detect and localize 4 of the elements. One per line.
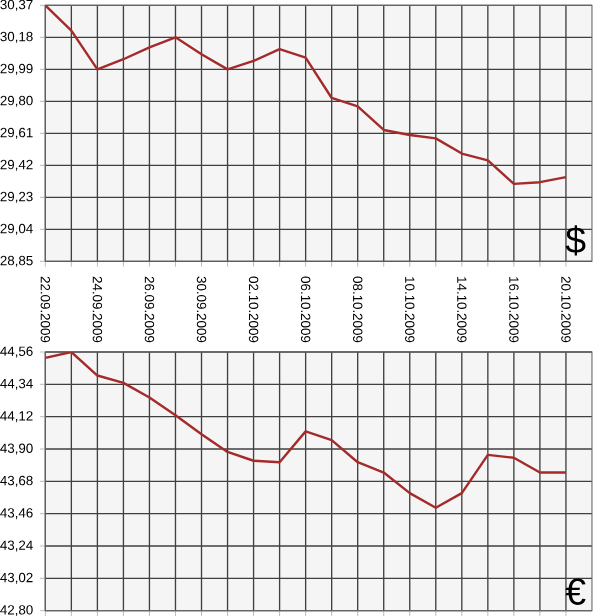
annotation: $	[565, 225, 586, 256]
line-series	[45, 5, 568, 186]
line-series	[45, 352, 568, 509]
annotation: €	[565, 578, 586, 605]
